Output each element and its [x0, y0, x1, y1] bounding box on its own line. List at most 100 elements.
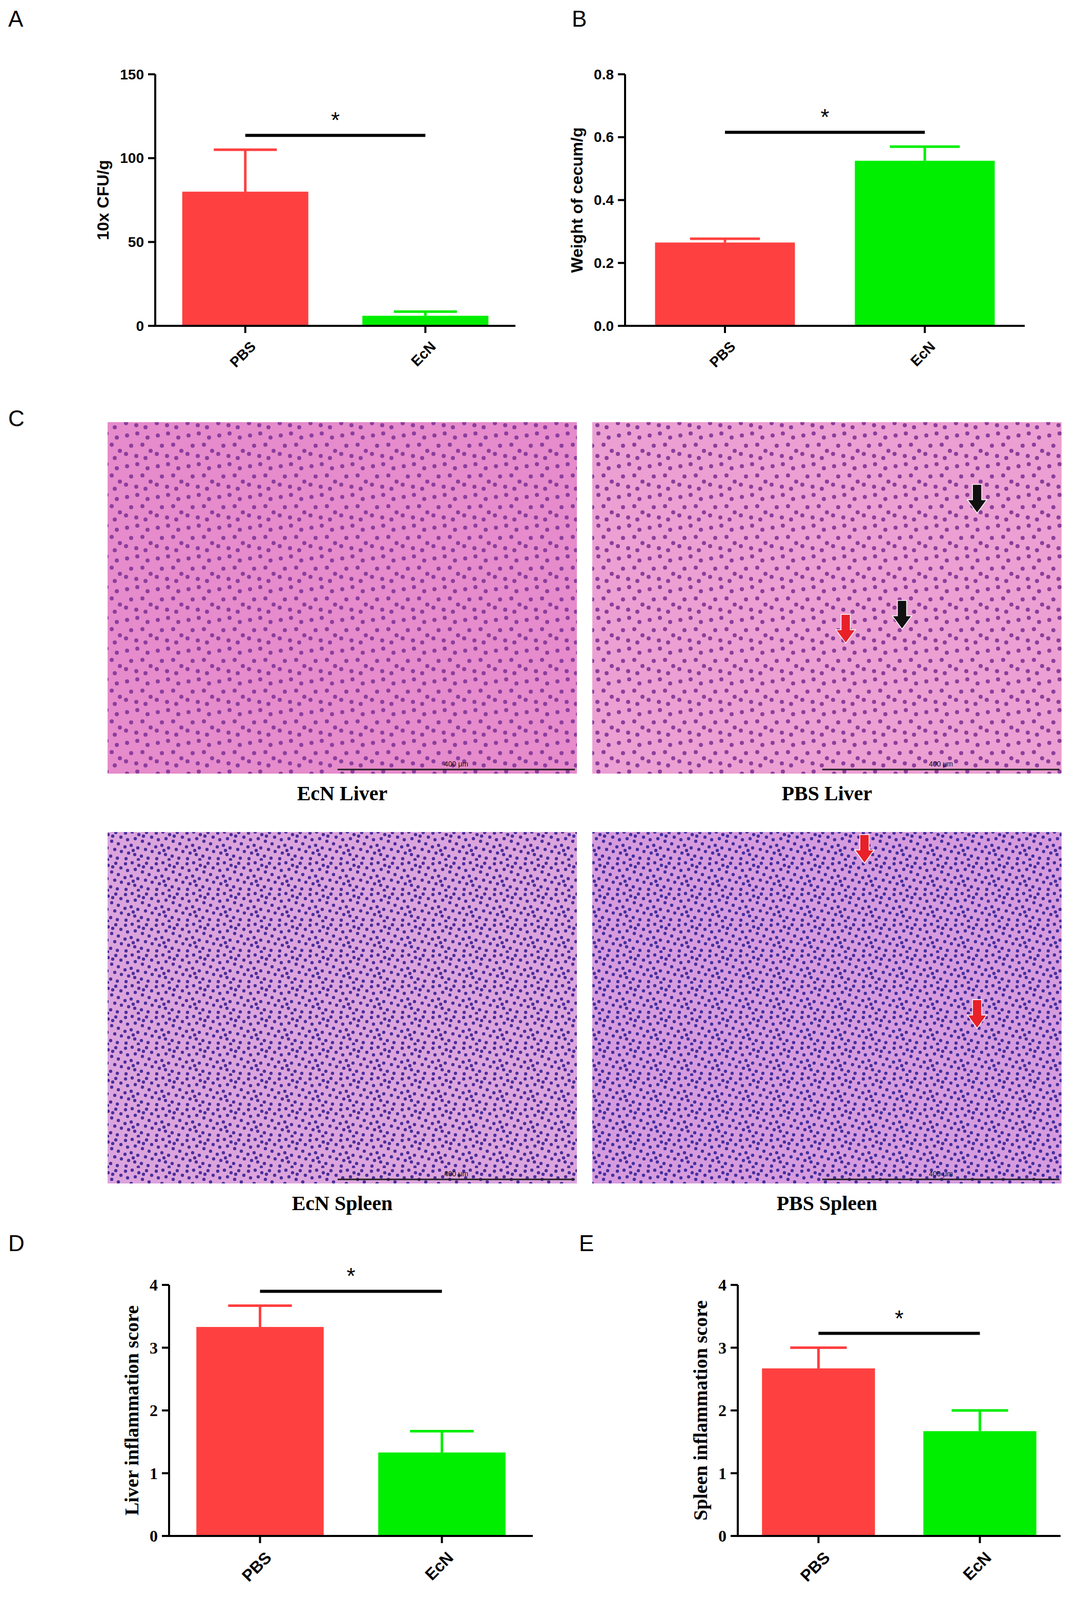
y-tick-label: 3 — [149, 1338, 158, 1358]
x-tick-label: PBS — [796, 1548, 834, 1586]
error-bar — [393, 311, 458, 316]
scale-bar — [822, 769, 1060, 771]
micrograph: 400 μmEcN Liver — [107, 422, 577, 805]
x-tick-label: PBS — [226, 338, 260, 371]
marks — [761, 1347, 1037, 1537]
significance-star: * — [894, 1305, 904, 1332]
y-tick — [617, 136, 626, 139]
x-tick — [424, 325, 427, 334]
scale-bar-label: 400 μm — [928, 1169, 953, 1178]
bar — [182, 191, 309, 326]
y-tick-label: 4 — [718, 1275, 727, 1295]
y-tick — [161, 1409, 170, 1412]
arrow — [967, 999, 987, 1029]
x-axis — [736, 1534, 1061, 1538]
x-tick — [923, 325, 926, 334]
error-stem — [440, 1430, 444, 1453]
significance-star: * — [330, 107, 340, 133]
bar — [655, 242, 796, 326]
y-tick-label: 0 — [149, 1526, 158, 1546]
marks — [182, 149, 489, 326]
y-tick-label: 1 — [149, 1464, 158, 1483]
error-cap — [409, 1429, 474, 1433]
y-tick — [148, 240, 156, 243]
chart-panel: B0.00.20.40.60.8Weight of cecum/gPBSEcN* — [567, 6, 1025, 371]
x-tick — [259, 1536, 262, 1544]
y-tick — [730, 1409, 738, 1412]
y-tick-label: 0.4 — [593, 192, 614, 209]
y-tick-label: 3 — [718, 1338, 727, 1358]
x-tick-label: EcN — [907, 338, 939, 369]
error-cap — [889, 145, 961, 149]
micrograph-label: EcN Liver — [297, 781, 388, 805]
x-tick — [817, 1536, 820, 1544]
micrograph-label: EcN Spleen — [292, 1191, 393, 1215]
y-tick-label: 100 — [119, 150, 144, 166]
panel-letter: C — [8, 405, 25, 431]
chart-panel: D01234Liver inflammation scorePBSEcN* — [8, 1230, 533, 1586]
scale-bar — [337, 1178, 575, 1181]
error-cap — [227, 1304, 292, 1307]
significance-star: * — [346, 1263, 356, 1289]
error-stem — [243, 149, 247, 192]
micrograph-label: PBS Spleen — [776, 1191, 878, 1215]
y-axis-title: Spleen inflammation score — [689, 1300, 712, 1521]
x-axis — [624, 324, 1025, 327]
y-tick-label: 2 — [718, 1401, 727, 1420]
y-tick — [730, 1472, 738, 1475]
y-tick-label: 50 — [128, 234, 144, 251]
y-axis — [154, 74, 157, 327]
arrow — [967, 484, 987, 514]
y-axis-title: 10x CFU/g — [93, 159, 113, 240]
bar — [761, 1368, 876, 1537]
y-tick — [617, 199, 626, 202]
marks — [655, 146, 995, 326]
x-tick-label: EcN — [407, 338, 439, 369]
significance-line — [818, 1332, 981, 1336]
error-bar — [690, 238, 761, 243]
x-axis — [154, 324, 516, 327]
x-tick — [723, 325, 726, 334]
arrow — [892, 600, 912, 630]
bar — [362, 315, 489, 326]
scale-bar — [337, 769, 575, 771]
scale-bar — [822, 1178, 1060, 1181]
micrograph: 400 μm PBS Spleen — [592, 832, 1062, 1215]
figure: A05010015010x CFU/gPBSEcN*B0.00.20.40.60… — [0, 0, 1079, 1600]
micrograph-image — [107, 832, 577, 1184]
error-stem — [817, 1347, 820, 1369]
x-tick — [979, 1536, 982, 1544]
micrograph: 400 μm EcN Spleen — [107, 832, 577, 1215]
y-tick — [730, 1346, 738, 1350]
y-tick — [730, 1283, 738, 1286]
y-tick — [730, 1534, 738, 1538]
significance-star: * — [820, 104, 829, 130]
error-bar — [951, 1410, 1008, 1431]
y-tick-label: 2 — [149, 1401, 158, 1420]
panel-letter: B — [571, 6, 587, 32]
error-bar — [409, 1430, 474, 1453]
y-axis-title: Liver inflammation score — [120, 1305, 143, 1516]
y-tick-label: 0.2 — [593, 255, 614, 272]
panel-letter: D — [8, 1230, 25, 1256]
error-stem — [258, 1305, 262, 1327]
y-tick — [161, 1534, 170, 1538]
significance-line — [245, 133, 426, 137]
y-tick — [148, 157, 156, 160]
error-cap — [690, 237, 761, 240]
x-tick-label: EcN — [421, 1548, 457, 1584]
error-bar — [213, 149, 277, 192]
error-cap — [790, 1346, 847, 1350]
y-tick — [617, 73, 626, 76]
y-tick-label: 1 — [718, 1464, 727, 1483]
micrograph: 400 μmPBS Liver — [592, 422, 1062, 805]
significance-line — [260, 1289, 443, 1293]
y-tick-label: 0 — [718, 1526, 727, 1546]
x-tick — [441, 1536, 444, 1544]
y-tick — [161, 1283, 170, 1286]
x-tick — [244, 325, 247, 334]
error-cap — [393, 310, 458, 314]
micrograph-image — [592, 832, 1062, 1184]
scale-bar-label: 400 μm — [444, 1169, 469, 1178]
panel-letter: A — [8, 6, 24, 32]
